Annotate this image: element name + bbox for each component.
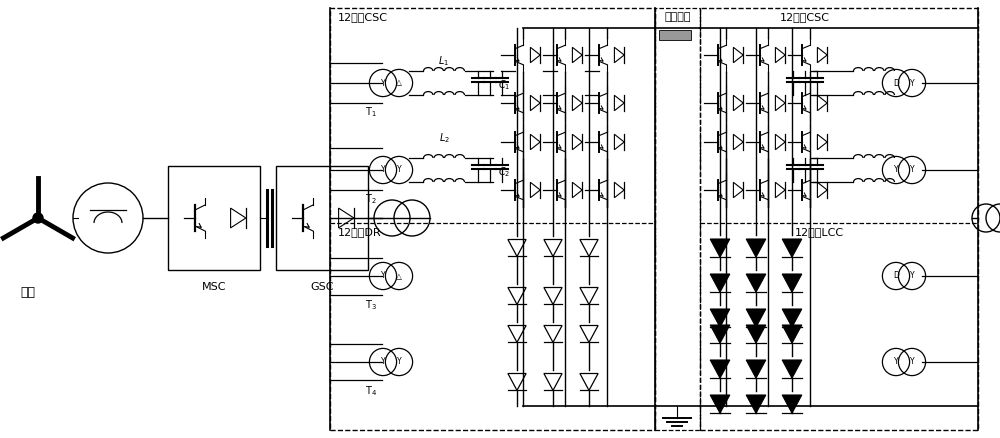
Bar bbox=[659, 30, 691, 40]
Text: Y: Y bbox=[397, 166, 401, 174]
Polygon shape bbox=[710, 309, 730, 327]
Text: $L_2$: $L_2$ bbox=[439, 131, 449, 145]
Text: Y: Y bbox=[381, 166, 385, 174]
Text: T$_3$: T$_3$ bbox=[365, 298, 377, 312]
Polygon shape bbox=[746, 360, 766, 378]
Circle shape bbox=[33, 213, 43, 223]
Text: 12脉动LCC: 12脉动LCC bbox=[795, 227, 844, 237]
Polygon shape bbox=[710, 325, 730, 343]
Bar bbox=[168, 166, 260, 270]
Polygon shape bbox=[782, 309, 802, 327]
Text: T$_2$: T$_2$ bbox=[365, 192, 377, 206]
Text: $C_1$: $C_1$ bbox=[498, 78, 510, 92]
Polygon shape bbox=[782, 395, 802, 413]
Text: 海底电缆: 海底电缆 bbox=[664, 12, 691, 22]
Text: D: D bbox=[893, 272, 899, 280]
Text: 12脉动CSC: 12脉动CSC bbox=[338, 12, 388, 22]
Text: 12脉动CSC: 12脉动CSC bbox=[780, 12, 830, 22]
Text: T$_4$: T$_4$ bbox=[365, 384, 377, 398]
Text: GSC: GSC bbox=[310, 282, 334, 292]
Polygon shape bbox=[746, 325, 766, 343]
Text: Y: Y bbox=[381, 357, 385, 367]
Polygon shape bbox=[782, 239, 802, 257]
Text: MSC: MSC bbox=[202, 282, 226, 292]
Polygon shape bbox=[710, 395, 730, 413]
Polygon shape bbox=[710, 274, 730, 292]
Text: Y: Y bbox=[910, 357, 914, 367]
Text: 风机: 风机 bbox=[20, 286, 36, 299]
Text: $C_2$: $C_2$ bbox=[498, 165, 510, 179]
Bar bbox=[330, 8, 655, 430]
Text: $L_1$: $L_1$ bbox=[438, 54, 450, 68]
Text: Y: Y bbox=[381, 78, 385, 88]
Text: Y: Y bbox=[894, 166, 898, 174]
Text: 12脉动DR: 12脉动DR bbox=[338, 227, 382, 237]
Bar bbox=[655, 8, 700, 430]
Text: D: D bbox=[893, 78, 899, 88]
Polygon shape bbox=[710, 239, 730, 257]
Bar bbox=[700, 8, 978, 430]
Polygon shape bbox=[710, 360, 730, 378]
Polygon shape bbox=[782, 274, 802, 292]
Polygon shape bbox=[746, 274, 766, 292]
Text: △: △ bbox=[396, 78, 402, 88]
Text: Y: Y bbox=[910, 272, 914, 280]
Text: Y: Y bbox=[381, 272, 385, 280]
Text: △: △ bbox=[396, 272, 402, 280]
Polygon shape bbox=[746, 239, 766, 257]
Polygon shape bbox=[782, 360, 802, 378]
Text: Y: Y bbox=[910, 78, 914, 88]
Bar bbox=[276, 166, 368, 270]
Polygon shape bbox=[746, 395, 766, 413]
Text: Y: Y bbox=[894, 357, 898, 367]
Polygon shape bbox=[746, 309, 766, 327]
Polygon shape bbox=[782, 325, 802, 343]
Text: T$_1$: T$_1$ bbox=[365, 105, 377, 119]
Text: Y: Y bbox=[910, 166, 914, 174]
Text: Y: Y bbox=[397, 357, 401, 367]
